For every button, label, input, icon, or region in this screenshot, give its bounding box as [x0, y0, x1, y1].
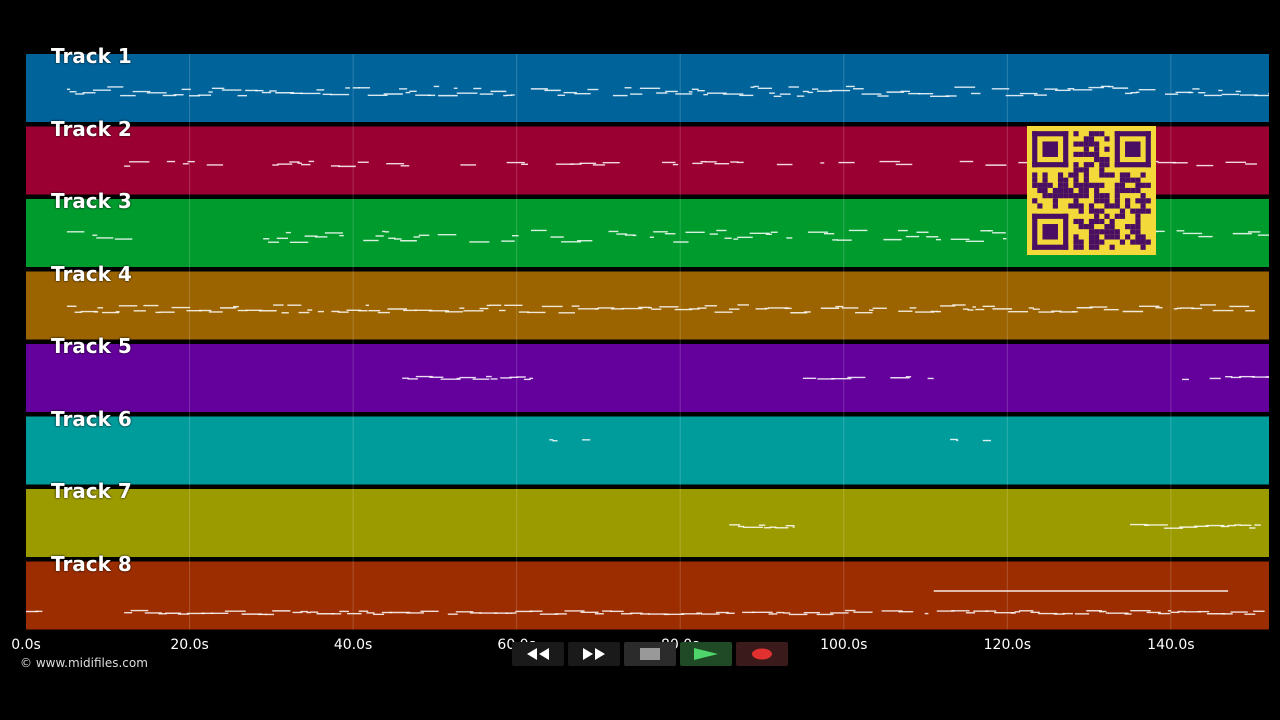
- timeline-tick-label: 100.0s: [820, 637, 868, 653]
- track-label-7: Track 7: [51, 479, 132, 503]
- track-label-1: Track 1: [51, 44, 132, 68]
- track-lane-6: [26, 416, 1269, 485]
- track-lane-8: [26, 561, 1269, 630]
- stop-icon: [640, 648, 660, 660]
- rewind-button[interactable]: [512, 642, 564, 666]
- timeline-tick-label: 120.0s: [983, 637, 1031, 653]
- track-lane-4: [26, 271, 1269, 340]
- timeline-tick-label: 0.0s: [11, 637, 41, 653]
- track-label-6: Track 6: [51, 406, 132, 431]
- record-icon: [752, 648, 772, 660]
- rewind-icon: [527, 648, 549, 660]
- record-button[interactable]: [736, 642, 788, 666]
- fast-forward-button[interactable]: [568, 642, 620, 666]
- track-label-8: Track 8: [51, 551, 132, 576]
- timeline-tick-label: 140.0s: [1147, 637, 1195, 653]
- play-icon: [694, 648, 718, 660]
- timeline-tick-label: 20.0s: [170, 637, 209, 653]
- qr-code-icon: [1032, 131, 1151, 250]
- fast-forward-icon: [583, 648, 605, 660]
- transport-controls: [512, 642, 788, 668]
- track-label-3: Track 3: [51, 189, 132, 213]
- timeline-tick-label: 40.0s: [333, 637, 373, 653]
- track-label-5: Track 5: [51, 334, 132, 358]
- track-label-4: Track 4: [51, 261, 132, 286]
- track-lane-7: [26, 489, 1269, 557]
- stop-button[interactable]: [624, 642, 676, 666]
- play-button[interactable]: [680, 642, 732, 666]
- copyright-text: © www.midifiles.com: [20, 656, 148, 670]
- track-lane-5: [26, 344, 1269, 412]
- track-label-2: Track 2: [51, 116, 132, 141]
- qr-code-image: [1027, 126, 1156, 255]
